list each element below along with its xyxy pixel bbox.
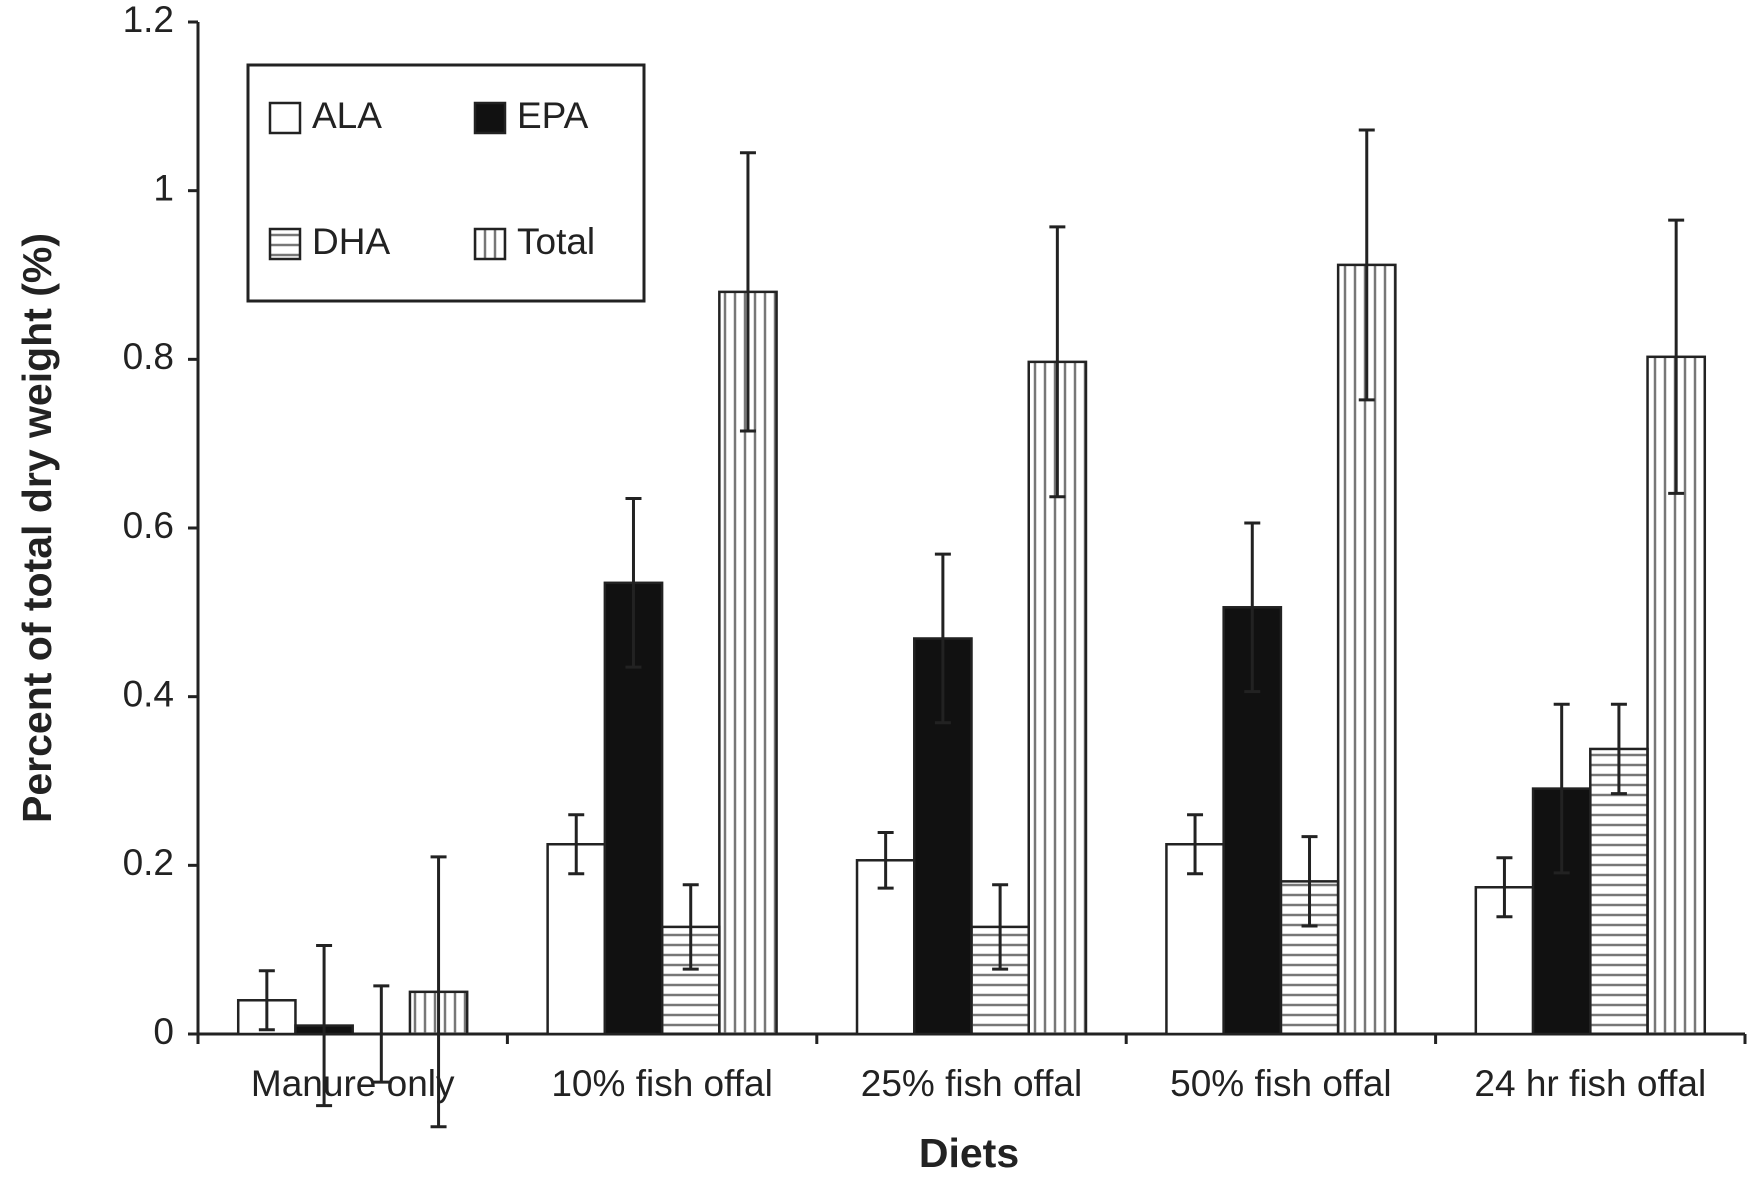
bar: [855, 859, 916, 1036]
legend-box: [246, 63, 646, 303]
legend-swatch: [473, 101, 507, 135]
y-tick-label: 0: [153, 1011, 174, 1052]
legend-swatch: [268, 227, 302, 261]
error-bar: [430, 855, 447, 1129]
error-bar: [1187, 813, 1204, 876]
error-bar: [682, 883, 699, 971]
legend-label: EPA: [517, 95, 589, 136]
legend-swatch: [268, 101, 302, 135]
y-tick-label: 1.2: [123, 0, 174, 40]
error-bar: [992, 883, 1009, 971]
x-tick-label: Manure only: [251, 1063, 455, 1104]
error-bar: [1496, 856, 1513, 919]
x-tick-label: 50% fish offal: [1170, 1063, 1391, 1104]
y-tick-label: 1: [153, 167, 174, 208]
x-tick-label: 10% fish offal: [551, 1063, 772, 1104]
error-bar: [739, 151, 756, 433]
y-tick-label: 0.4: [123, 673, 174, 714]
y-tick-label: 0.8: [123, 336, 174, 377]
legend-label: ALA: [312, 95, 382, 136]
error-bar: [1301, 835, 1318, 928]
x-tick-label: 24 hr fish offal: [1474, 1063, 1706, 1104]
x-tick-label: 25% fish offal: [861, 1063, 1082, 1104]
error-bar: [1244, 521, 1261, 694]
error-bar: [258, 969, 275, 1032]
error-bar: [1668, 218, 1685, 495]
error-bar: [1049, 225, 1066, 499]
y-axis-title: Percent of total dry weight (%): [14, 233, 60, 823]
legend-swatch: [473, 227, 507, 261]
legend-label: Total: [517, 221, 595, 262]
error-bar: [373, 984, 390, 1084]
error-bar: [568, 813, 585, 876]
error-bar: [625, 496, 642, 669]
legend-label: DHA: [312, 221, 390, 262]
y-tick-label: 0.2: [123, 842, 174, 883]
y-tick-label: 0.6: [123, 505, 174, 546]
error-bar: [877, 830, 894, 890]
error-bar: [1553, 702, 1570, 875]
error-bar: [1358, 128, 1375, 402]
error-bar: [934, 552, 951, 725]
error-bar: [316, 943, 333, 1108]
error-bar: [1610, 702, 1627, 796]
x-axis-title: Diets: [919, 1130, 1019, 1176]
